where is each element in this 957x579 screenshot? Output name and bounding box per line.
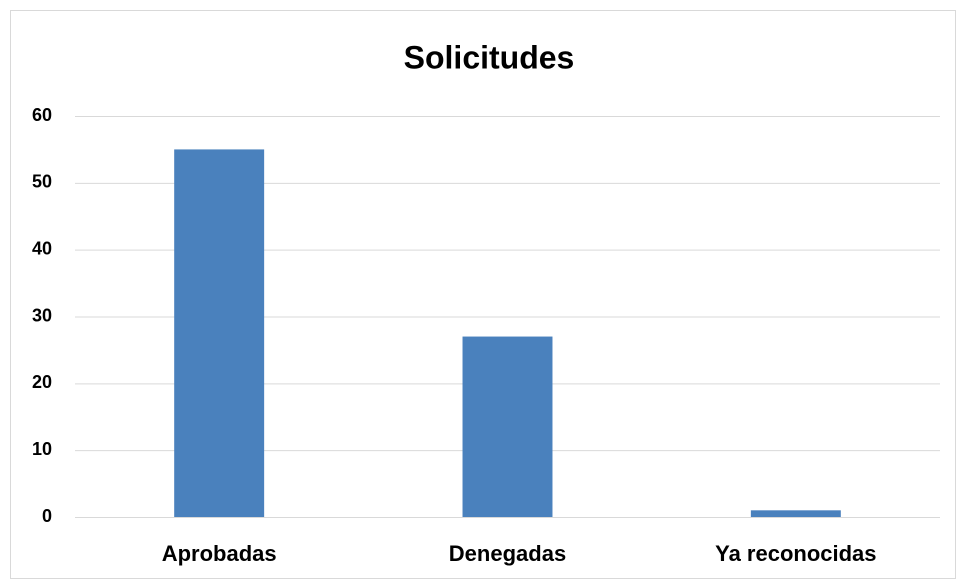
bar: [174, 149, 265, 517]
y-tick-label: 40: [32, 238, 52, 258]
y-tick-label: 10: [32, 439, 52, 459]
y-tick-label: 30: [32, 305, 52, 325]
y-tick-label: 20: [32, 372, 52, 392]
x-tick-label: Aprobadas: [162, 541, 277, 566]
x-tick-label: Ya reconocidas: [715, 541, 876, 566]
bar: [750, 510, 841, 517]
chart-title: Solicitudes: [404, 39, 575, 75]
bar: [462, 336, 553, 517]
y-tick-label: 60: [32, 105, 52, 125]
y-tick-label: 50: [32, 172, 52, 192]
y-tick-label: 0: [42, 506, 52, 526]
x-tick-label: Denegadas: [449, 541, 566, 566]
